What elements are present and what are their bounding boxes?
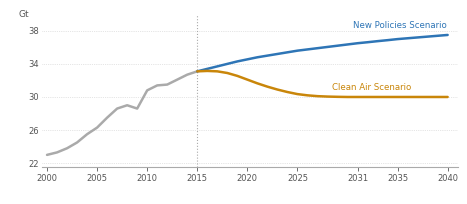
Text: Clean Air Scenario: Clean Air Scenario xyxy=(333,83,412,92)
Y-axis label: Gt: Gt xyxy=(18,10,28,19)
Text: New Policies Scenario: New Policies Scenario xyxy=(353,21,446,30)
